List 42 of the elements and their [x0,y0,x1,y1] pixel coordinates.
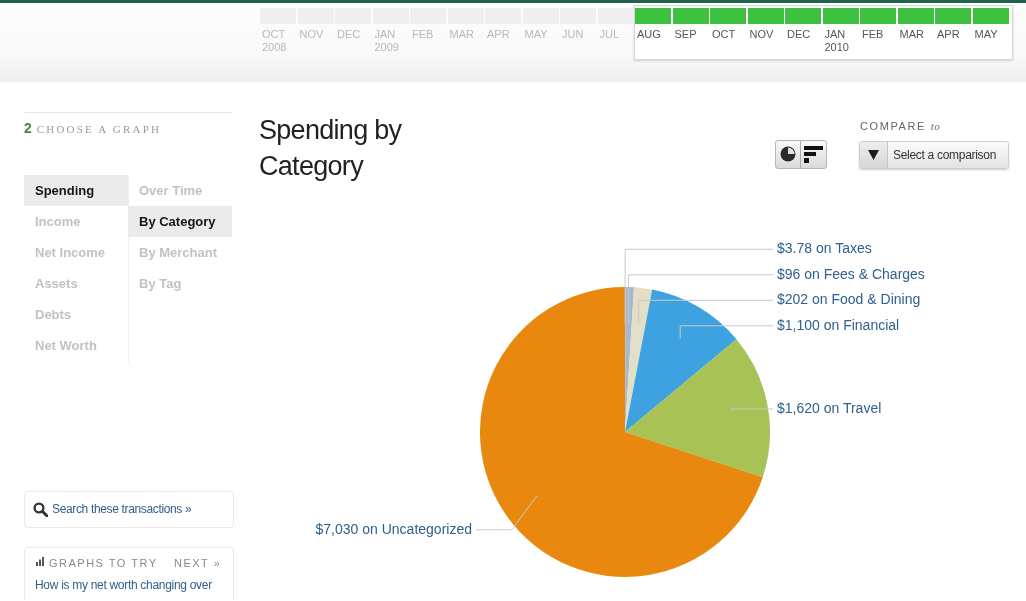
text: OCT [712,28,737,41]
slice-label: $3.78 on Taxes [777,240,872,257]
slice-label: $7,030 on Uncategorized [315,520,472,537]
text: APR [487,28,511,41]
text: FEB [412,28,435,41]
suggestion-box: GRAPHS TO TRY NEXT » How is my net worth changing over [24,547,234,600]
text: APR [937,28,961,41]
text: JAN 2010 [824,28,850,54]
slice-label: $1,620 on Travel [777,399,882,416]
text: Over Time [139,182,203,200]
text: 2 CHOOSE A GRAPH [24,120,162,136]
text: JUN [562,28,585,41]
text: NOV [749,28,775,41]
chart-title: Spending by Category [259,114,403,183]
text: MAR [899,28,925,41]
text: FEB [862,28,885,41]
text: Assets [35,275,78,293]
text: By Tag [139,275,182,293]
slice-label: $96 on Fees & Charges [777,265,925,282]
text: Income [35,213,81,231]
text: Net Worth [35,337,97,355]
text: SEP [674,28,698,41]
text: Net Income [35,244,106,262]
comparison-dropdown: Select a comparison [859,141,1009,169]
text: COMPARE to [860,120,941,132]
text: OCT 2008 [262,28,288,54]
text: Spending [35,182,95,200]
text: AUG [637,28,662,41]
text: JUL [599,28,621,41]
text: DEC [337,28,362,41]
slice-label: $202 on Food & Dining [777,291,921,308]
text: DEC [787,28,812,41]
text: JAN 2009 [374,28,400,54]
text: By Category [139,213,216,231]
text: MAR [449,28,475,41]
text: NOV [299,28,325,41]
slice-label: $1,100 on Financial [777,316,900,333]
text: Debts [35,306,72,324]
text: By Merchant [139,244,218,262]
search-box: Search these transactions » [24,491,234,528]
text: MAY [974,28,999,41]
text: MAY [524,28,549,41]
